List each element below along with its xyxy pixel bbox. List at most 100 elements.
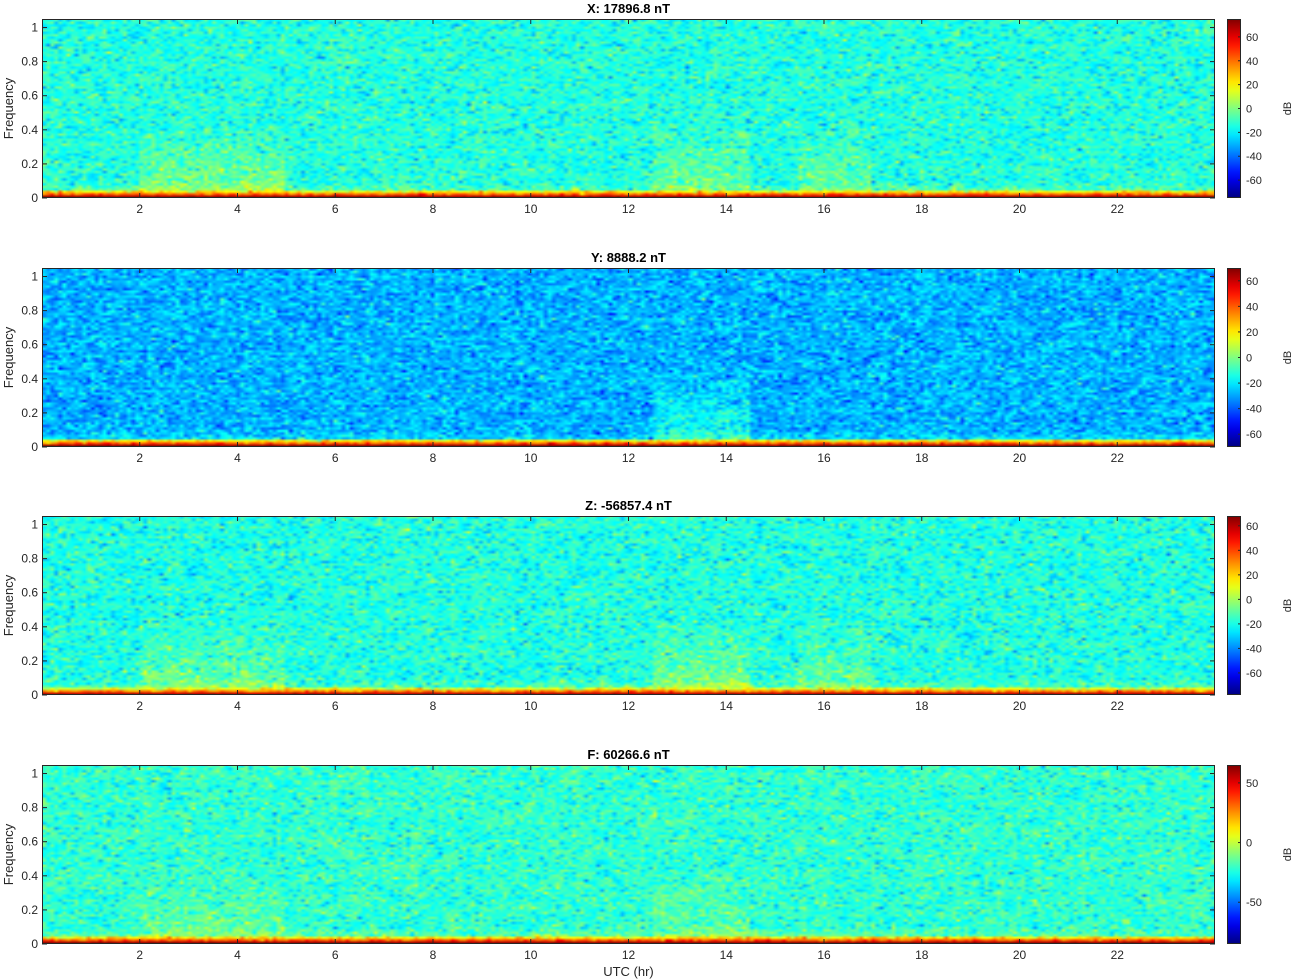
y-tick-label: 0.8 [21,304,38,318]
colorbar-tick-label: 40 [1246,301,1258,313]
colorbar-box [1227,516,1241,695]
colorbar-gradient [1227,19,1241,198]
colorbar-tick-label: 20 [1246,80,1258,92]
x-tick-label: 6 [332,948,339,962]
y-tick-label: 0 [31,191,38,205]
colorbar-tick-label: 50 [1246,778,1258,790]
x-tick-label: 16 [817,699,831,713]
y-axis-label: Frequency [1,574,16,636]
y-tick-label: 0.4 [21,123,38,137]
colorbar-gradient [1227,765,1241,944]
x-tick-label: 2 [136,451,143,465]
x-tick-label: 22 [1111,451,1125,465]
colorbar-label: dB [1282,102,1294,115]
colorbar-tick-label: -20 [1246,378,1262,390]
colorbar-tick-label: 60 [1246,276,1258,288]
x-tick-label: 22 [1111,948,1125,962]
x-tick-label: 20 [1013,451,1027,465]
colorbar-tick-label: 0 [1246,104,1252,116]
x-tick-label: 12 [622,699,636,713]
colorbar: -60 -40 -20 0 20 40 60 dB [1227,516,1294,695]
x-tick-label: 10 [524,948,538,962]
spectrogram-heatmap [42,19,1215,198]
panel-title: F: 60266.6 nT [587,747,669,762]
x-tick-label: 6 [332,202,339,216]
colorbar-tick-label: 0 [1246,594,1252,606]
x-tick-label: 12 [622,202,636,216]
colorbar-label: dB [1282,848,1294,861]
colorbar-tick-label: 0 [1246,353,1252,365]
y-axis-label: Frequency [1,77,16,139]
colorbar-tick-label: -50 [1246,897,1262,909]
x-tick-label: 16 [817,202,831,216]
colorbar: -50 0 50 dB [1227,765,1294,944]
x-tick-label: 8 [430,202,437,216]
x-tick-label: 10 [524,451,538,465]
x-tick-label: 14 [720,202,734,216]
x-tick-label: 18 [915,948,929,962]
colorbar-tick-label: -60 [1246,175,1262,187]
x-tick-label: 22 [1111,699,1125,713]
x-tick-label: 6 [332,699,339,713]
x-tick-label: 2 [136,948,143,962]
x-tick-label: 10 [524,699,538,713]
colorbar-tick-label: -60 [1246,668,1262,680]
y-tick-label: 0.4 [21,372,38,386]
y-tick-label: 0 [31,937,38,951]
colorbar-tick-label: -40 [1246,151,1262,163]
y-tick-label: 0.4 [21,869,38,883]
x-tick-label: 20 [1013,699,1027,713]
spectrogram-heatmap [42,765,1215,944]
colorbar-tick-label: -60 [1246,429,1262,441]
x-tick-label: 14 [720,451,734,465]
x-tick-label: 4 [234,699,241,713]
y-axis-label: Frequency [1,823,16,885]
y-axis-label: Frequency [1,326,16,388]
x-tick-label: 6 [332,451,339,465]
y-tick-label: 0.2 [21,654,38,668]
x-tick-label: 2 [136,699,143,713]
colorbar-tick-label: 40 [1246,56,1258,68]
y-tick-label: 1 [31,518,38,532]
colorbar: -60 -40 -20 0 20 40 60 dB [1227,19,1294,198]
y-tick-label: 0.6 [21,338,38,352]
panel-title: Y: 8888.2 nT [591,250,666,265]
y-tick-label: 0.2 [21,406,38,420]
spectrogram-heatmap [42,268,1215,447]
x-tick-label: 22 [1111,202,1125,216]
x-tick-label: 12 [622,451,636,465]
spectrogram-heatmap [42,516,1215,695]
x-tick-label: 12 [622,948,636,962]
y-tick-label: 0.6 [21,89,38,103]
colorbar-tick-label: 60 [1246,521,1258,533]
x-tick-label: 18 [915,451,929,465]
spectrogram-panel: Y: 8888.2 nT2 4 6 8 10 12 14 16 18 20 2200.20.40.6… [1,250,1294,465]
x-tick-label: 4 [234,948,241,962]
panel-title: X: 17896.8 nT [587,1,670,16]
x-tick-label: 20 [1013,202,1027,216]
x-tick-label: 18 [915,699,929,713]
y-tick-label: 0.6 [21,835,38,849]
x-tick-label: 14 [720,699,734,713]
x-tick-label: 8 [430,948,437,962]
x-tick-label: 20 [1013,948,1027,962]
x-tick-label: 16 [817,451,831,465]
colorbar-tick-label: -40 [1246,643,1262,655]
y-tick-label: 0 [31,440,38,454]
x-tick-label: 14 [720,948,734,962]
y-tick-label: 0.2 [21,903,38,917]
colorbar-tick-label: 20 [1246,570,1258,582]
x-tick-label: 8 [430,451,437,465]
colorbar-label: dB [1282,599,1294,612]
y-tick-label: 0.2 [21,157,38,171]
colorbar-tick-label: 40 [1246,545,1258,557]
colorbar-tick-label: -40 [1246,404,1262,416]
x-tick-label: 4 [234,202,241,216]
y-tick-label: 0.6 [21,586,38,600]
x-tick-label: 2 [136,202,143,216]
x-tick-label: 16 [817,948,831,962]
y-tick-label: 1 [31,21,38,35]
y-tick-label: 0.8 [21,552,38,566]
y-tick-label: 0.4 [21,620,38,634]
x-tick-label: 8 [430,699,437,713]
